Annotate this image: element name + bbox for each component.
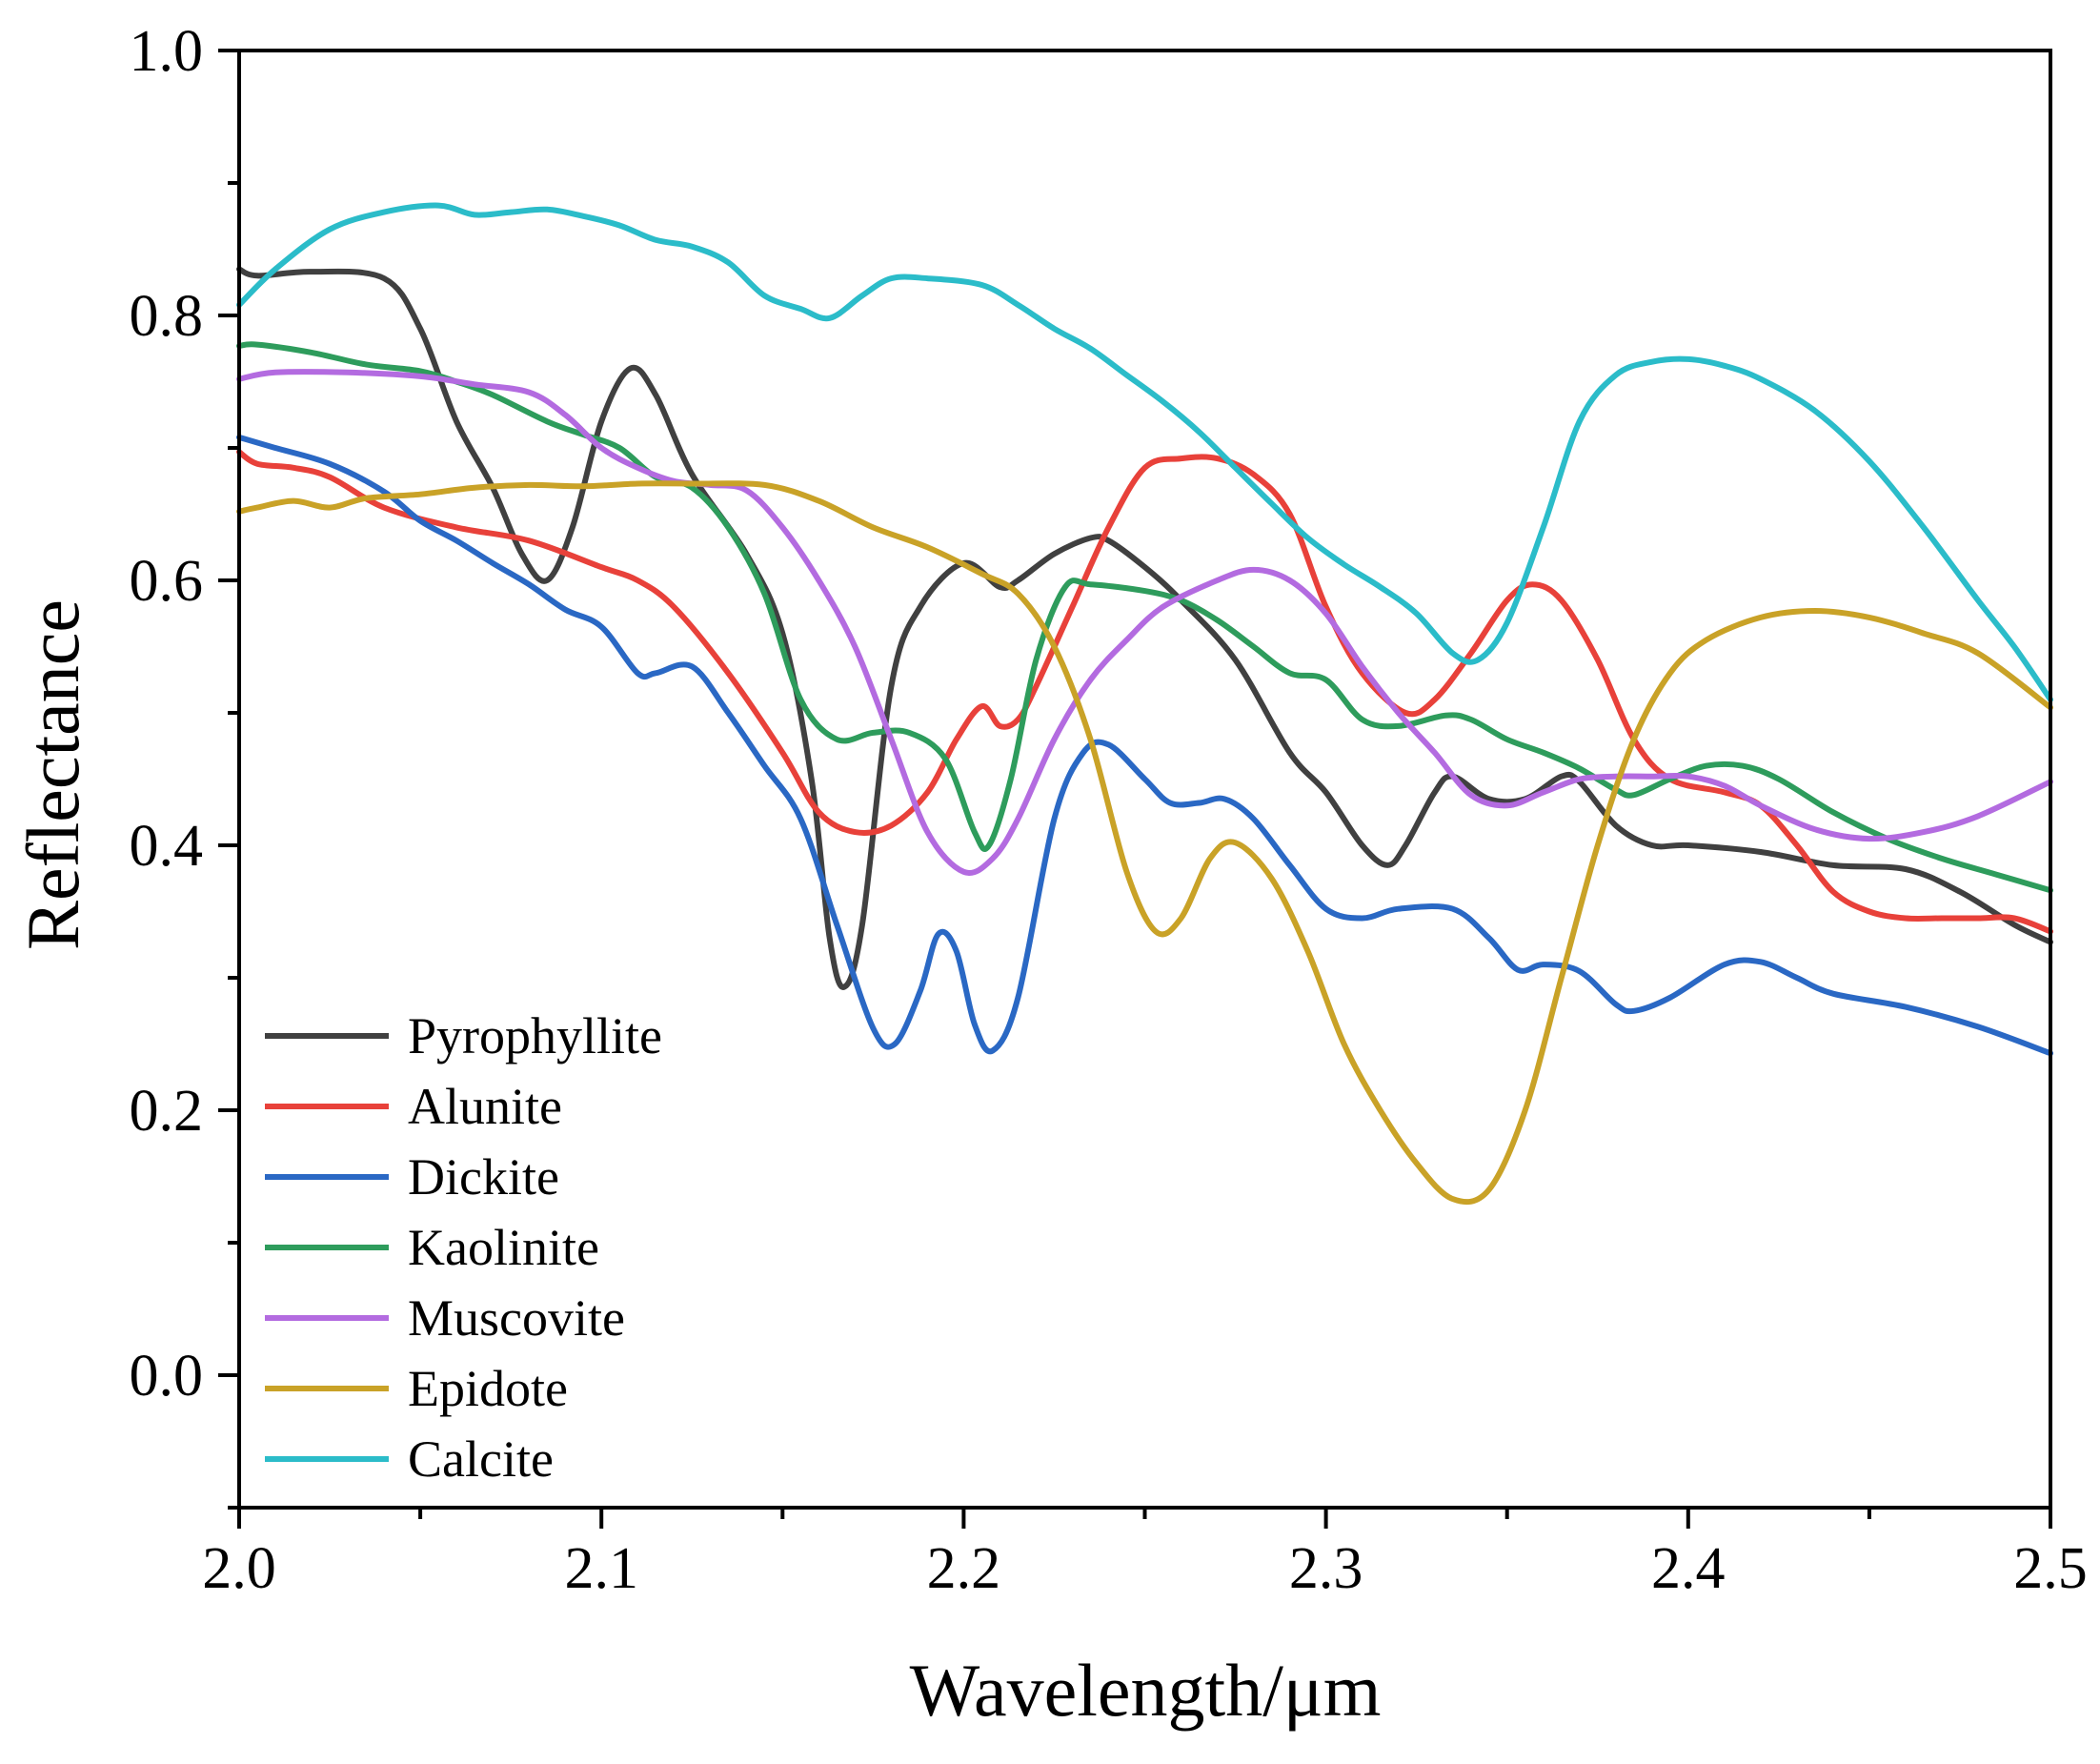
x-tick-label: 2.2 xyxy=(927,1536,1001,1601)
x-tick-label: 2.3 xyxy=(1289,1536,1363,1601)
y-tick-label: 0.6 xyxy=(130,549,204,614)
legend-label-alunite: Alunite xyxy=(408,1078,562,1135)
legend-label-pyrophyllite: Pyrophyllite xyxy=(408,1007,662,1064)
y-tick-label: 0.0 xyxy=(130,1344,204,1409)
series-line-calcite xyxy=(236,202,2053,703)
legend-label-epidote: Epidote xyxy=(408,1360,568,1417)
series-line-kaolinite xyxy=(236,341,2053,894)
axes: 2.0 2.1 2.2 2.3 2.4 2.5 0.0 0.2 0.4 0.6 0.8 1.0 xyxy=(130,19,2088,1601)
legend-label-dickite: Dickite xyxy=(408,1148,559,1206)
x-tick-label: 2.1 xyxy=(564,1536,638,1601)
plot-area xyxy=(236,202,2053,1206)
y-tick-label: 0.4 xyxy=(130,814,204,879)
legend-label-muscovite: Muscovite xyxy=(408,1289,625,1347)
legend-label-kaolinite: Kaolinite xyxy=(408,1219,599,1276)
y-tick-label: 0.2 xyxy=(130,1079,204,1144)
series-line-pyrophyllite xyxy=(236,266,2053,990)
series-line-dickite xyxy=(236,434,2053,1057)
legend-label-calcite: Calcite xyxy=(408,1430,554,1488)
x-axis-title: Wavelength/μm xyxy=(910,1649,1382,1732)
y-tick-label: 0.8 xyxy=(130,284,204,349)
x-tick-label: 2.5 xyxy=(2013,1536,2088,1601)
legend: Pyrophyllite Alunite Dickite Kaolinite Musco… xyxy=(265,1007,662,1488)
y-tick-label: 1.0 xyxy=(130,19,204,84)
series-line-muscovite xyxy=(236,369,2053,876)
x-tick-label: 2.4 xyxy=(1651,1536,1726,1601)
x-tick-label: 2.0 xyxy=(202,1536,276,1601)
y-axis-title: Reflectance xyxy=(11,599,94,950)
series-line-epidote xyxy=(236,480,2053,1206)
